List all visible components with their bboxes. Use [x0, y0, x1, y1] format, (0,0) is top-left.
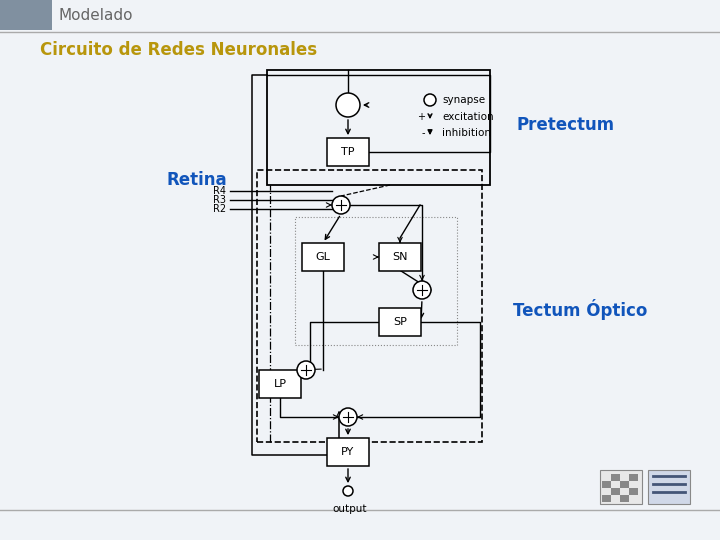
Text: -: - [421, 128, 425, 138]
Text: output: output [333, 504, 367, 514]
Bar [629, 474, 638, 481]
Bar [629, 488, 638, 495]
Text: R3: R3 [213, 195, 226, 205]
Bar [602, 481, 611, 488]
Text: Pretectum: Pretectum [517, 116, 615, 134]
Text: R2: R2 [213, 204, 226, 214]
Text: LP: LP [274, 379, 287, 389]
Text: SN: SN [392, 252, 408, 262]
Text: Retina: Retina [167, 171, 228, 189]
Bar [302, 243, 344, 271]
Circle shape [332, 196, 350, 214]
Text: inhibition: inhibition [442, 128, 491, 138]
Bar [257, 170, 482, 442]
Text: TP: TP [341, 147, 355, 157]
Circle shape [297, 361, 315, 379]
Circle shape [413, 281, 431, 299]
Bar [295, 217, 457, 345]
Text: SP: SP [393, 317, 407, 327]
Circle shape [343, 486, 353, 496]
Bar [620, 495, 629, 502]
Bar [611, 474, 620, 481]
Bar [327, 138, 369, 166]
Bar [0, 0, 52, 30]
Bar [648, 470, 690, 504]
Bar [267, 70, 490, 185]
Text: GL: GL [315, 252, 330, 262]
Text: excitation: excitation [442, 112, 494, 122]
Text: Tectum Óptico: Tectum Óptico [513, 300, 647, 321]
Circle shape [339, 408, 357, 426]
Text: Modelado: Modelado [58, 8, 132, 23]
Bar [379, 308, 421, 336]
Bar [611, 488, 620, 495]
Text: +: + [417, 112, 425, 122]
Text: Circuito de Redes Neuronales: Circuito de Redes Neuronales [40, 41, 317, 59]
Text: synapse: synapse [442, 95, 485, 105]
Circle shape [336, 93, 360, 117]
Bar [620, 481, 629, 488]
Circle shape [424, 94, 436, 106]
Bar [327, 438, 369, 466]
Bar [600, 470, 642, 504]
Bar [259, 370, 301, 398]
Text: PY: PY [341, 447, 355, 457]
Bar [602, 495, 611, 502]
Text: R4: R4 [213, 186, 226, 196]
Bar [379, 243, 421, 271]
